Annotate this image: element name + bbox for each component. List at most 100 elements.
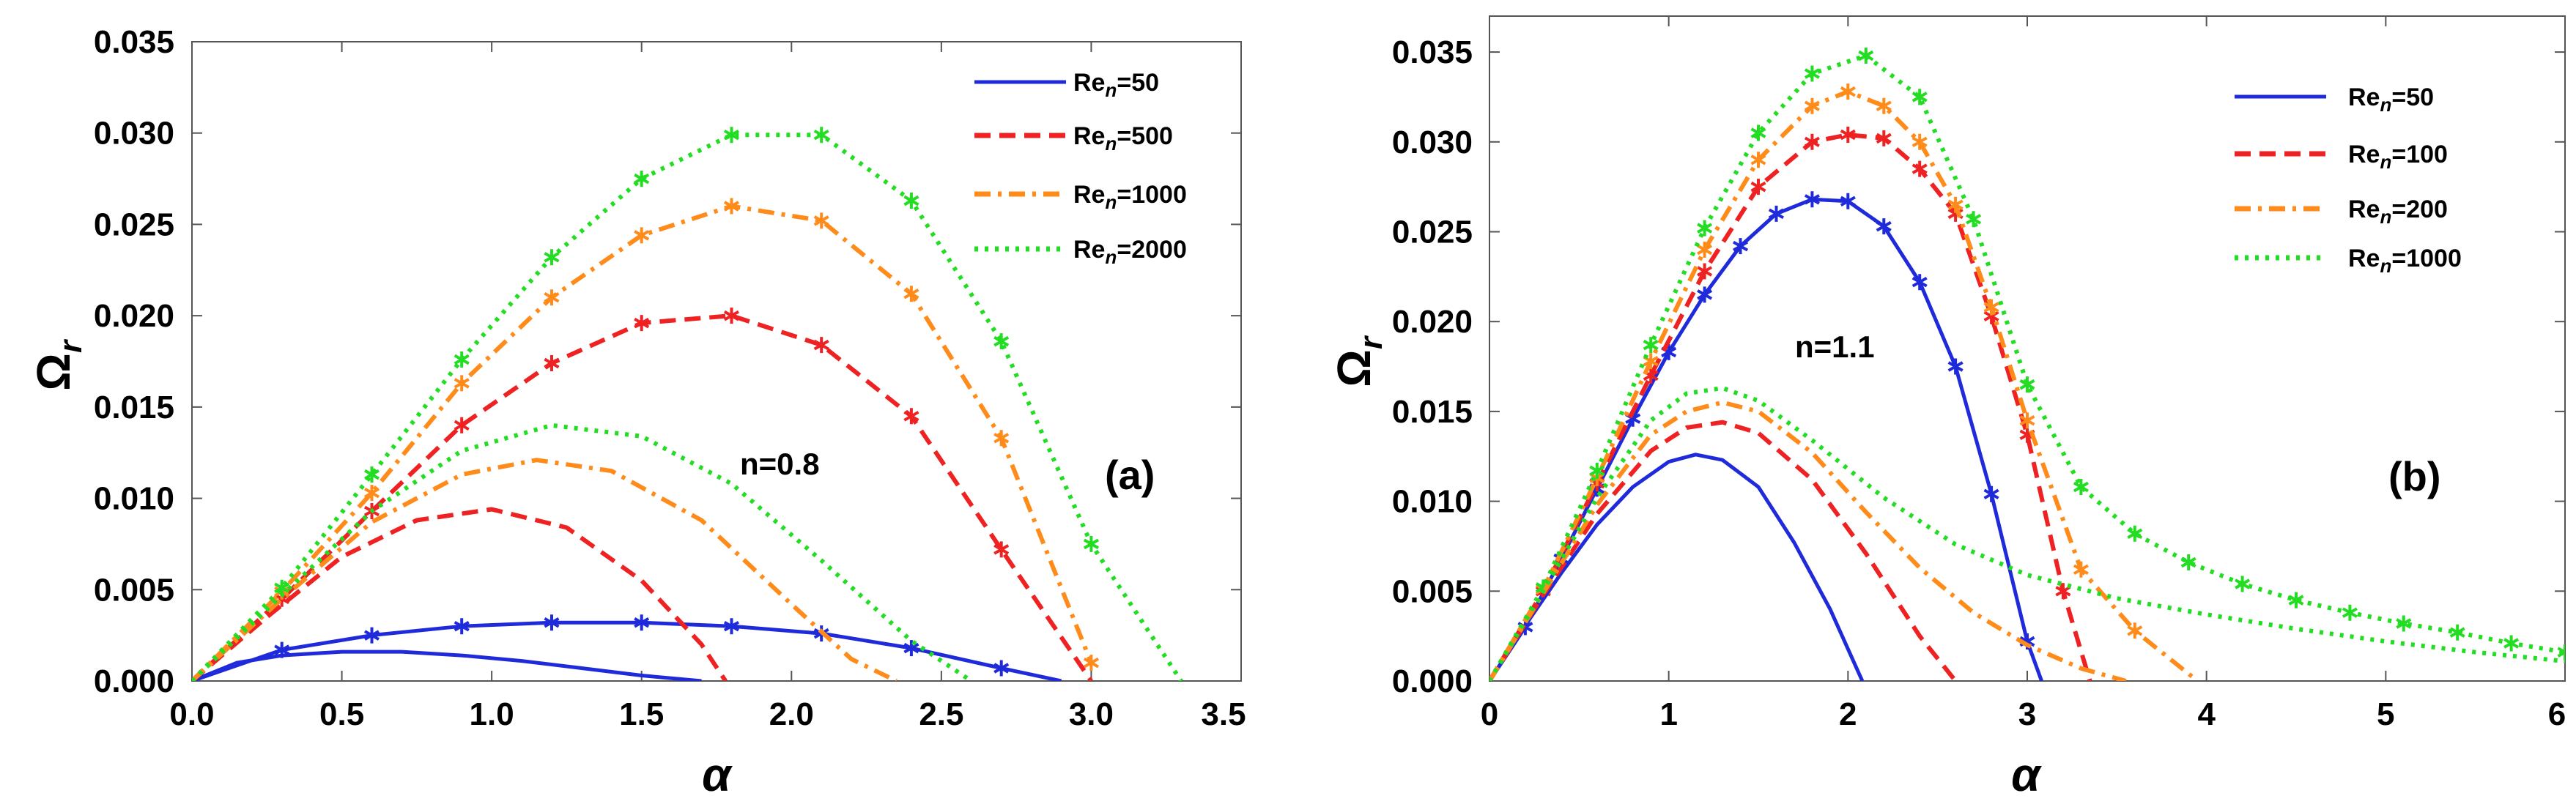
data-point-marker — [2235, 576, 2251, 592]
legend-b: Ren=50 Ren=100 Ren=200 Ren=1000 — [2235, 83, 2462, 277]
y-tick-label: 0.010 — [94, 481, 174, 517]
data-point-marker — [544, 355, 560, 371]
data-point-marker — [1697, 220, 1713, 237]
legend-sub: n — [2380, 151, 2391, 173]
annotation-b: n=1.1 — [1795, 330, 1875, 364]
y-axis-label-main: Ω — [1328, 349, 1380, 387]
data-point-marker — [2019, 412, 2035, 429]
data-point-marker — [454, 351, 470, 368]
legend-item: Ren=500 — [974, 122, 1173, 155]
legend-base: Re — [1073, 236, 1105, 264]
legend-label: Ren=1000 — [1073, 181, 1187, 213]
legend-rest: =500 — [1117, 122, 1173, 150]
y-tick-label: 0.020 — [1392, 304, 1473, 340]
data-point-marker — [1733, 238, 1749, 255]
data-point-marker — [1876, 130, 1892, 146]
y-tick-label: 0.010 — [1392, 484, 1473, 520]
x-tick-labels-a: 0.0 0.5 1.0 1.5 2.0 2.5 3.0 3.5 — [169, 696, 1246, 732]
data-point-marker — [2019, 376, 2035, 393]
series-group-b — [1489, 48, 2565, 681]
data-point-marker — [634, 614, 650, 631]
x-tick-label: 6 — [2548, 696, 2566, 732]
panel-label-a: (a) — [1105, 452, 1155, 498]
data-point-marker — [1750, 152, 1766, 168]
data-point-marker — [1589, 462, 1605, 479]
series-line — [1489, 453, 1865, 681]
legend-sub: n — [1105, 191, 1117, 213]
legend-label: Ren=50 — [1073, 69, 1159, 101]
data-point-marker — [1911, 274, 1928, 291]
data-point-marker — [1947, 196, 1964, 213]
data-point-marker — [1804, 133, 1820, 150]
series-group-a — [192, 127, 1183, 681]
legend-label: Ren=200 — [2348, 196, 2448, 228]
tick-marks-b — [1489, 16, 2566, 682]
legend-label: Ren=1000 — [2348, 245, 2462, 277]
legend-item: Ren=200 — [2235, 196, 2448, 228]
series-line — [192, 423, 973, 681]
x-tick-label: 3.5 — [1201, 696, 1246, 732]
x-tick-label: 2.0 — [769, 696, 814, 732]
series-line — [192, 458, 897, 681]
legend-sub: n — [1105, 79, 1117, 101]
legend-rest: =50 — [1117, 69, 1159, 97]
x-tick-label: 0.5 — [319, 696, 364, 732]
x-tick-label: 1 — [1659, 696, 1677, 732]
y-axis-label-b: Ω r — [1328, 335, 1389, 387]
data-point-marker — [2503, 635, 2520, 652]
legend-label: Ren=100 — [2348, 141, 2448, 173]
y-tick-label: 0.025 — [94, 206, 174, 242]
data-point-marker — [2127, 622, 2143, 639]
data-point-marker — [2073, 479, 2089, 495]
data-point-marker — [454, 618, 470, 635]
data-point-marker — [1858, 48, 1874, 64]
legend-label: Ren=50 — [2348, 83, 2434, 116]
legend-item: Ren=1000 — [2235, 245, 2462, 277]
data-point-marker — [1750, 179, 1766, 196]
data-point-marker — [2073, 561, 2089, 578]
data-point-marker — [2055, 583, 2071, 600]
data-point-marker — [1768, 205, 1784, 222]
y-tick-label: 0.015 — [94, 390, 174, 425]
series-line — [192, 507, 728, 681]
data-point-marker — [813, 127, 829, 144]
data-point-marker — [1911, 133, 1928, 150]
panel-a: 0.0 0.5 1.0 1.5 2.0 2.5 3.0 3.5 0.000 0.… — [27, 24, 1246, 801]
y-tick-label: 0.025 — [1392, 215, 1473, 250]
data-point-marker — [363, 627, 380, 644]
panel-label-b: (b) — [2388, 453, 2441, 499]
data-point-marker — [1804, 65, 1820, 82]
series-line — [1489, 420, 1958, 681]
data-point-marker — [544, 614, 560, 631]
data-point-marker — [454, 375, 470, 392]
x-tick-label: 1.0 — [470, 696, 514, 732]
legend-base: Re — [1073, 69, 1105, 97]
data-point-marker — [544, 249, 560, 266]
legend-rest: =1000 — [1117, 181, 1187, 209]
data-point-marker — [1083, 655, 1099, 671]
data-point-marker — [1697, 286, 1713, 303]
data-point-marker — [1804, 97, 1820, 114]
data-point-marker — [1750, 124, 1766, 141]
data-point-marker — [813, 337, 829, 354]
y-tick-label: 0.030 — [1392, 124, 1473, 160]
data-point-marker — [2127, 525, 2143, 542]
data-point-marker — [723, 308, 739, 324]
data-point-marker — [363, 485, 380, 502]
data-point-marker — [903, 408, 919, 425]
series-line — [1489, 89, 2199, 681]
y-axis-label-a: Ω r — [27, 338, 89, 391]
series-line — [192, 649, 702, 681]
legend-rest: =1000 — [2391, 245, 2462, 272]
data-point-marker — [1983, 485, 1999, 502]
legend-item: Ren=100 — [2235, 141, 2448, 173]
data-point-marker — [2342, 604, 2358, 621]
x-tick-label: 3.0 — [1069, 696, 1114, 732]
data-point-marker — [1911, 160, 1928, 177]
data-point-marker — [723, 198, 739, 215]
panel-b: 0 1 2 3 4 5 6 0.000 0.005 0.010 0.015 0.… — [1328, 15, 2566, 801]
y-tick-label: 0.005 — [94, 572, 174, 608]
x-tick-label: 2.5 — [919, 696, 963, 732]
legend-sub: n — [2380, 206, 2391, 228]
y-tick-label: 0.030 — [94, 116, 174, 152]
